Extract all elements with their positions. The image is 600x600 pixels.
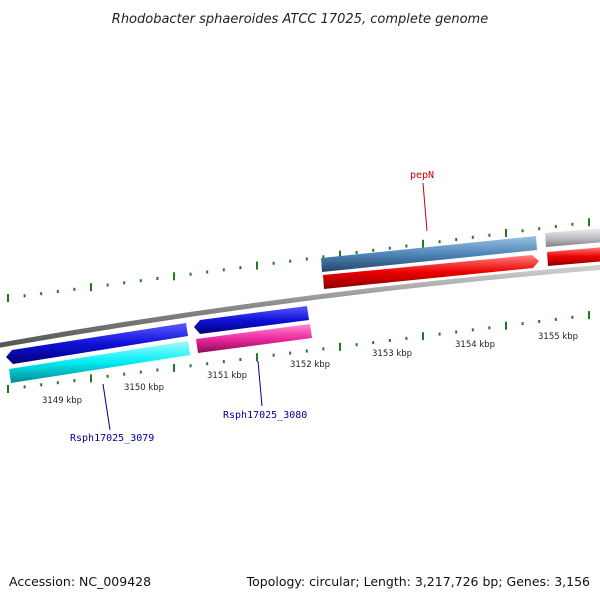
gene-bar-pink-3080[interactable] [196, 324, 312, 353]
tick-row-inner [7, 311, 590, 393]
gene-arrow-blue-3079[interactable] [6, 323, 188, 364]
gene-bar-cyan-3079[interactable] [9, 341, 190, 383]
leader-line-pepN [422, 182, 428, 232]
gene-bar-grey-next[interactable] [545, 228, 600, 247]
map-title: Rhodobacter sphaeroides ATCC 17025, comp… [112, 12, 488, 27]
gene-arrow-blue-3080[interactable] [194, 306, 309, 334]
gene-label-3080[interactable]: Rsph17025_3080 [223, 410, 307, 421]
tick-label-3149: 3149 kbp [42, 396, 82, 406]
tick-label-3154: 3154 kbp [455, 340, 495, 350]
topology-text: Topology: circular; Length: 3,217,726 bp… [246, 574, 590, 589]
kbp-scale-labels: 3149 kbp 3150 kbp 3151 kbp 3152 kbp 3153… [42, 332, 578, 406]
gene-label-pepN[interactable]: pepN [410, 170, 434, 181]
gene-features [6, 228, 600, 383]
genome-backbone [0, 264, 600, 348]
gene-arrow-red-pepN[interactable] [323, 255, 539, 289]
tick-row-outer [7, 218, 590, 302]
leader-line-3080 [257, 360, 263, 407]
gene-bar-steel-pepN[interactable] [321, 236, 537, 272]
leader-line-3079 [102, 383, 111, 431]
tick-label-3150: 3150 kbp [124, 383, 164, 393]
tick-label-3155: 3155 kbp [538, 332, 578, 342]
tick-label-3153: 3153 kbp [372, 349, 412, 359]
tick-label-3151: 3151 kbp [207, 371, 247, 381]
gene-label-3079[interactable]: Rsph17025_3079 [70, 433, 154, 444]
accession-text: Accession: NC_009428 [9, 574, 151, 589]
gene-bar-red-next[interactable] [547, 247, 600, 266]
tick-label-3152: 3152 kbp [290, 360, 330, 370]
